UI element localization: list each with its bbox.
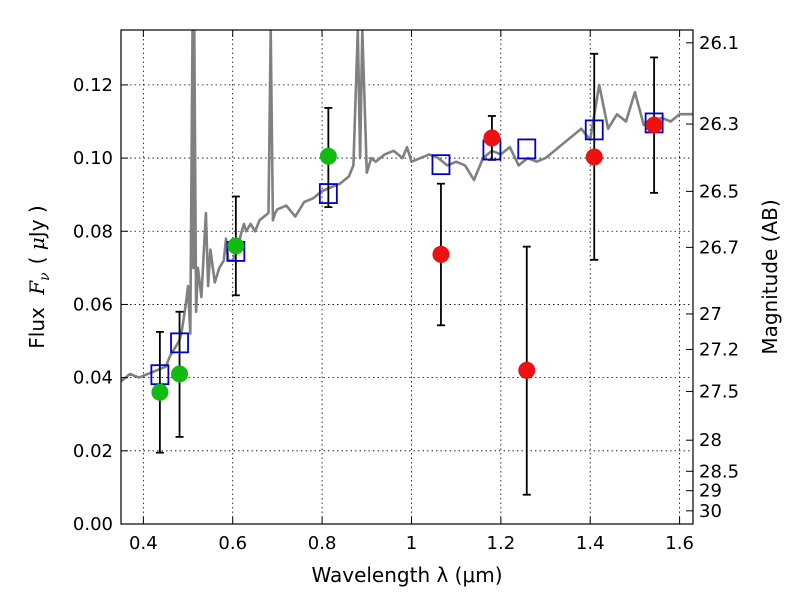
x-tick-label: 1 (406, 533, 417, 554)
x-tick-label: 1.6 (665, 533, 694, 554)
grid (121, 30, 693, 524)
x-axis: 0.4 0.6 0.8 1 1.2 1.4 1.6 (129, 30, 694, 554)
x-tick-label: 0.8 (308, 533, 337, 554)
model-photometry-square (431, 154, 451, 176)
red-point (585, 148, 603, 166)
right-tick-label: 29 (699, 481, 722, 502)
right-axis-label: Magnitude (AB) (758, 199, 782, 354)
y-tick-label: 0.04 (73, 368, 113, 389)
x-tick-label: 1.2 (487, 533, 516, 554)
y-axis-label: Flux Fν( μJy ) (25, 205, 53, 348)
right-tick-label: 26.7 (699, 237, 739, 258)
right-tick-label: 27 (699, 304, 722, 325)
right-tick-label: 26.5 (699, 181, 739, 202)
right-tick-label: 30 (699, 501, 722, 522)
model-photometry-square (170, 332, 189, 354)
y-tick-label: 0.02 (73, 441, 113, 462)
y-axis: 0.00 0.02 0.04 0.06 0.08 0.10 0.12 (73, 75, 128, 535)
detected-point (171, 365, 189, 383)
right-tick-label: 26.1 (699, 33, 739, 54)
model-sed-line (121, 30, 693, 383)
y-tick-label: 0.10 (73, 148, 113, 169)
model-photometry-square (584, 119, 604, 141)
detected-point (319, 147, 337, 165)
y-tick-label: 0.00 (73, 514, 113, 535)
model-photometry-square (318, 183, 338, 204)
x-tick-label: 0.6 (218, 533, 247, 554)
x-tick-label: 0.4 (129, 533, 158, 554)
right-tick-label: 28 (699, 430, 722, 451)
red-point (645, 116, 663, 134)
right-tick-label: 27.5 (699, 382, 739, 403)
model-photometry-square (517, 138, 537, 160)
x-axis-label: Wavelength λ (μm) (311, 563, 502, 587)
red-point (518, 361, 536, 379)
x-tick-label: 1.4 (576, 533, 605, 554)
plot-frame (120, 29, 694, 525)
y-tick-label: 0.08 (73, 221, 113, 242)
red-point (483, 129, 501, 147)
right-tick-label: 27.2 (699, 339, 739, 360)
y-tick-label: 0.06 (73, 294, 113, 315)
detected-point (151, 383, 169, 401)
detected-point (227, 237, 245, 255)
right-tick-label: 26.3 (699, 114, 739, 135)
red-point (432, 245, 450, 263)
y-tick-label: 0.12 (73, 75, 113, 96)
plot-area (121, 30, 693, 496)
right-tick-label: 28.5 (699, 461, 739, 482)
